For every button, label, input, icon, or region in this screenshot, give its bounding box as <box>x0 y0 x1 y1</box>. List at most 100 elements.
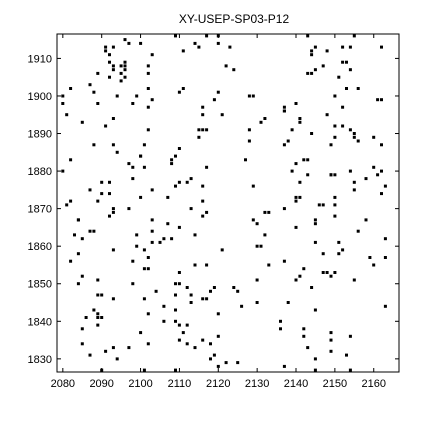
data-point <box>216 312 220 316</box>
data-point <box>174 154 177 158</box>
data-point <box>216 334 220 338</box>
data-point <box>142 143 146 147</box>
data-point <box>201 105 205 109</box>
data-point <box>302 158 306 162</box>
data-point <box>73 233 76 237</box>
data-point <box>80 120 84 124</box>
data-point <box>306 173 310 177</box>
data-point <box>111 45 115 49</box>
data-point <box>92 90 96 94</box>
data-point <box>380 45 383 49</box>
data-point <box>146 128 150 132</box>
data-point <box>139 41 143 45</box>
data-point <box>380 98 383 102</box>
data-point <box>131 259 135 263</box>
data-point <box>61 169 65 173</box>
data-point <box>181 331 185 335</box>
data-point <box>205 165 209 169</box>
data-point <box>352 34 356 38</box>
data-point <box>108 192 111 196</box>
data-point <box>146 312 150 316</box>
data-point <box>310 53 314 57</box>
data-point <box>108 214 111 218</box>
data-point <box>111 248 115 252</box>
data-point <box>380 143 383 147</box>
data-point <box>111 117 115 120</box>
data-point <box>329 338 333 342</box>
data-point <box>383 256 387 259</box>
data-point <box>150 53 154 57</box>
data-point <box>201 338 205 342</box>
data-point <box>162 319 166 323</box>
data-point <box>146 71 150 75</box>
data-point <box>345 87 348 90</box>
data-point <box>282 109 286 113</box>
y-tick-label: 1850 <box>28 279 52 291</box>
data-point <box>185 323 189 327</box>
data-point <box>306 71 310 75</box>
data-point <box>267 210 271 214</box>
data-point <box>376 173 380 177</box>
data-point <box>220 113 224 117</box>
data-point <box>92 229 96 233</box>
data-point <box>174 282 177 286</box>
data-point <box>220 248 224 252</box>
data-point <box>286 139 290 143</box>
data-point <box>310 286 314 289</box>
data-point <box>341 105 345 109</box>
data-point <box>189 293 193 297</box>
data-point <box>92 308 96 312</box>
data-point <box>313 368 317 372</box>
data-point <box>372 165 376 169</box>
data-point <box>104 124 108 128</box>
data-point <box>279 319 282 323</box>
data-point <box>131 177 135 181</box>
data-point <box>80 327 84 331</box>
data-point <box>224 64 228 68</box>
data-point <box>111 143 115 147</box>
data-point <box>174 319 177 323</box>
data-point <box>123 60 127 64</box>
data-point <box>96 312 100 316</box>
data-point <box>302 327 306 331</box>
data-point <box>123 64 127 68</box>
data-point <box>216 364 220 368</box>
data-point <box>111 207 115 211</box>
data-point <box>127 207 131 211</box>
data-point <box>88 353 92 357</box>
data-point <box>174 308 177 312</box>
data-point <box>88 229 92 233</box>
data-point <box>302 334 306 338</box>
data-point <box>142 248 146 252</box>
data-point <box>298 180 302 184</box>
data-point <box>135 244 139 248</box>
data-point <box>80 237 84 241</box>
data-point <box>337 240 341 244</box>
data-point <box>224 361 228 365</box>
data-point <box>321 271 325 274</box>
data-point <box>189 301 193 304</box>
data-point <box>88 83 92 87</box>
data-point <box>333 271 337 274</box>
data-point <box>181 49 185 53</box>
data-point <box>298 120 302 124</box>
x-tick-label: 2160 <box>361 378 385 390</box>
data-point <box>244 158 247 162</box>
data-point <box>383 304 387 308</box>
data-point <box>356 229 360 233</box>
data-point <box>181 87 185 90</box>
data-point <box>123 68 127 72</box>
data-point <box>170 158 174 162</box>
data-point <box>290 169 294 173</box>
data-point <box>100 192 104 196</box>
data-point <box>216 41 220 45</box>
data-point <box>142 165 146 169</box>
data-point <box>119 64 123 68</box>
data-point <box>345 60 348 64</box>
data-point <box>279 327 282 331</box>
data-point <box>329 173 333 177</box>
data-point <box>65 203 69 207</box>
data-point <box>146 64 150 68</box>
data-point <box>294 199 298 203</box>
